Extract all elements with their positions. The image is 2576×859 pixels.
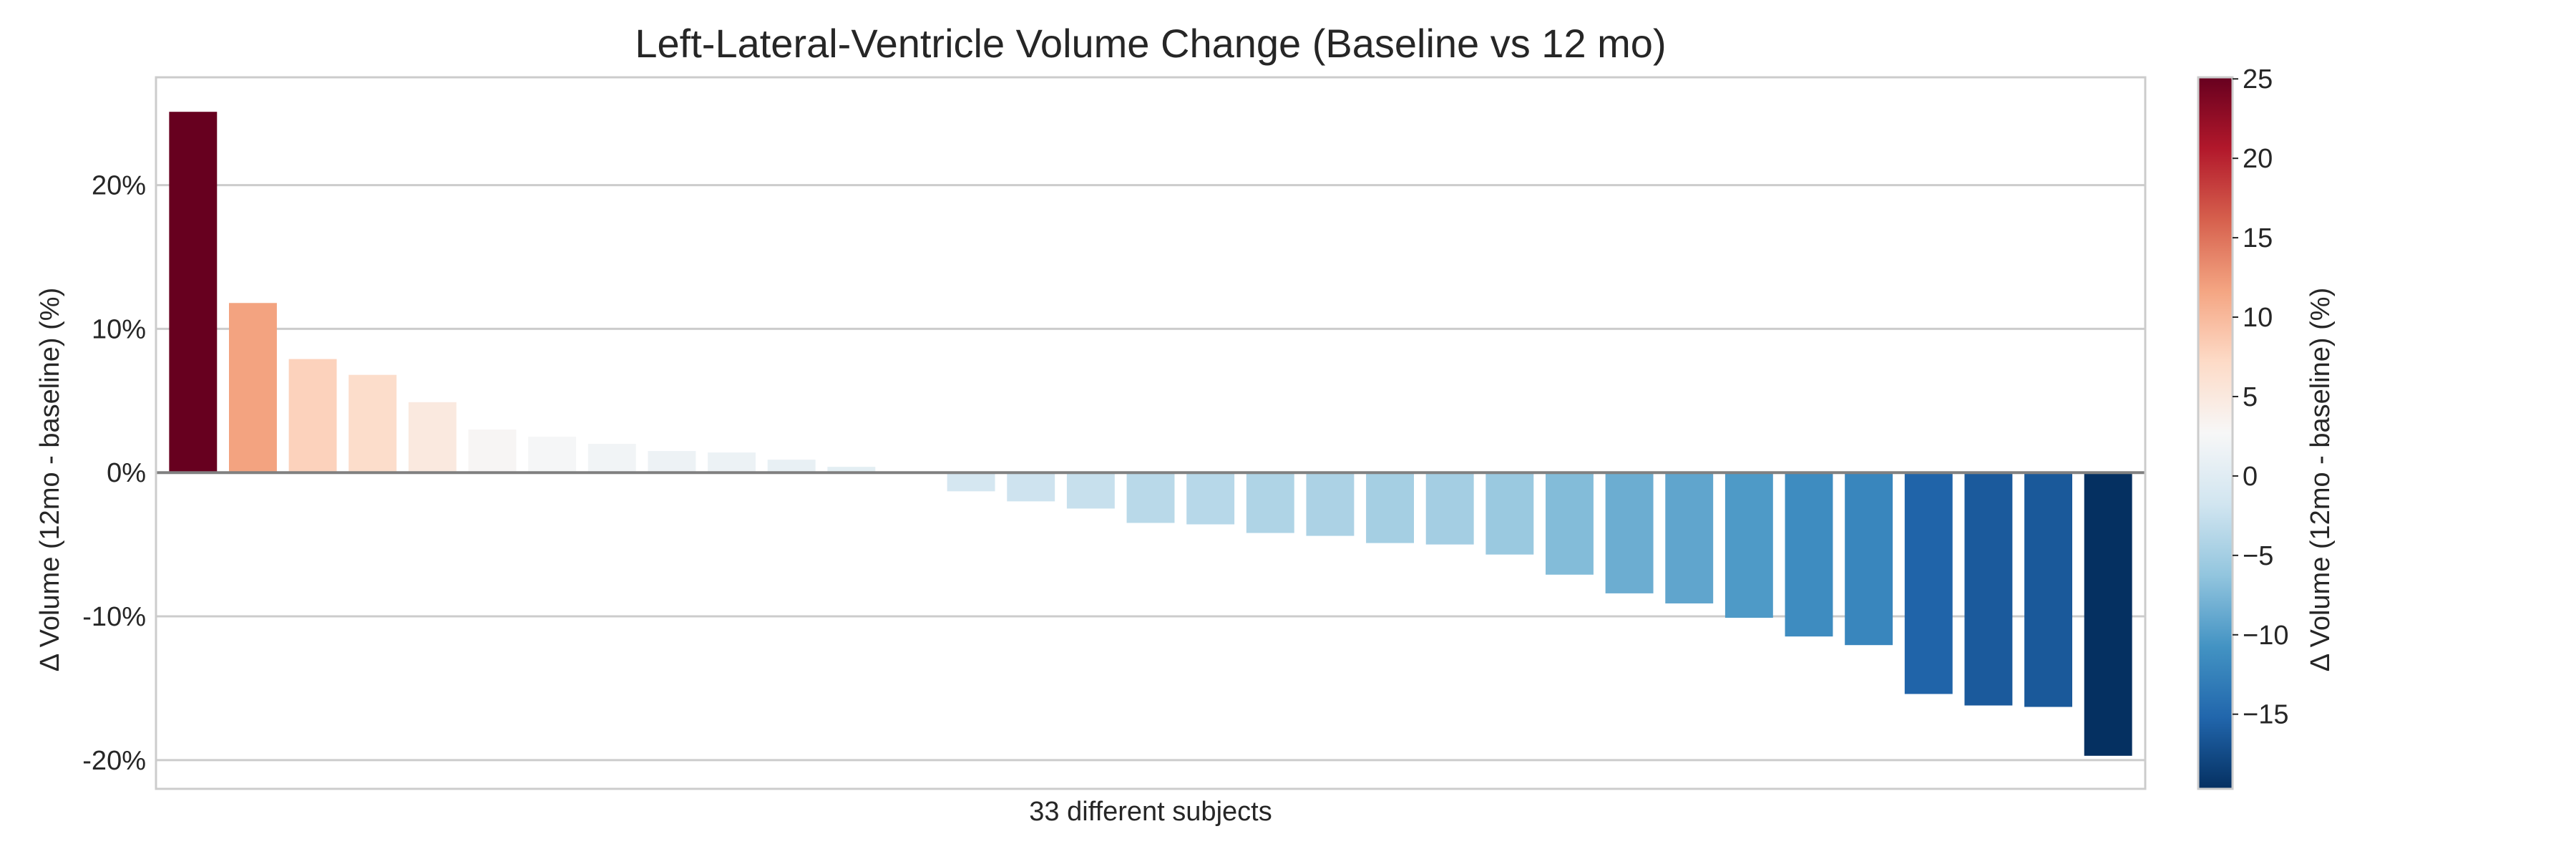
colorbar-tick-label: 20 (2243, 144, 2273, 174)
bar (1007, 472, 1055, 502)
bar (1546, 472, 1594, 575)
colorbar-tick-label: −10 (2243, 621, 2288, 651)
plot-area: 20% 10% 0% -10% -20% (82, 76, 2147, 790)
y-tick-label: 20% (92, 171, 146, 201)
bar (408, 402, 457, 473)
y-tick-label: 10% (92, 314, 146, 344)
bar (1785, 472, 1833, 637)
plot-frame (155, 76, 2147, 790)
y-tick-label: 0% (107, 458, 146, 488)
colorbar-tick-label: −5 (2243, 541, 2273, 571)
bar (2084, 472, 2132, 756)
colorbar-tick-label: 15 (2243, 223, 2273, 253)
bar (1366, 472, 1414, 543)
bar (169, 112, 218, 473)
bar (468, 429, 517, 473)
colorbar-tick-label: 10 (2243, 303, 2273, 333)
bar (1605, 472, 1654, 593)
bar (587, 444, 636, 473)
bar (528, 437, 577, 473)
bar (348, 374, 397, 473)
bar (1425, 472, 1474, 545)
bar (2024, 472, 2072, 707)
bar (1186, 472, 1235, 525)
colorbar-tick-label: −15 (2243, 700, 2288, 730)
y-tick-label: -10% (82, 602, 146, 632)
bar (1066, 472, 1115, 509)
y-tick-label: -20% (82, 746, 146, 776)
x-axis-label: 33 different subjects (1029, 797, 1272, 827)
chart-title: Left-Lateral-Ventricle Volume Change (Ba… (635, 21, 1666, 66)
bar (1964, 472, 2013, 706)
bar (1904, 472, 1953, 694)
bar (1485, 472, 1534, 555)
bar (288, 359, 337, 473)
y-axis-label: Δ Volume (12mo - baseline) (%) (35, 288, 65, 672)
bar (1126, 472, 1175, 523)
colorbar-label: Δ Volume (12mo - baseline) (%) (2306, 288, 2336, 672)
colorbar-gradient (2197, 76, 2234, 790)
bar (1724, 472, 1773, 618)
bar (1306, 472, 1355, 536)
bar (947, 472, 995, 492)
bar (827, 467, 876, 473)
bar (1665, 472, 1714, 603)
bar (648, 451, 696, 473)
bar (1246, 472, 1294, 533)
bar (767, 460, 816, 473)
colorbar-tick-label: 25 (2243, 64, 2273, 94)
bar (229, 303, 277, 473)
bar (1845, 472, 1893, 646)
colorbar: 25 20 15 10 5 0 −5 −10 −15 (2197, 64, 2288, 790)
colorbar-tick-label: 5 (2243, 382, 2258, 412)
bar (708, 452, 756, 473)
colorbar-tick-label: 0 (2243, 462, 2258, 492)
